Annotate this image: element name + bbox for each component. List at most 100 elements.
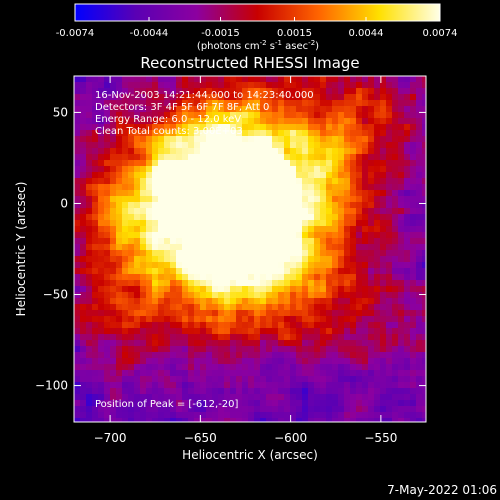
heatmap-cell [248,178,254,184]
heatmap-cell [182,82,188,88]
heatmap-cell [290,298,296,304]
heatmap-cell [206,298,212,304]
heatmap-cell [356,166,362,172]
heatmap-cell [158,82,164,88]
heatmap-cell [278,304,284,310]
heatmap-cell [398,358,404,364]
heatmap-cell [128,280,134,286]
heatmap-cell [308,310,314,316]
heatmap-cell [170,262,176,268]
heatmap-cell [128,154,134,160]
heatmap-cell [248,298,254,304]
heatmap-cell [254,166,260,172]
heatmap-cell [356,250,362,256]
heatmap-cell [314,148,320,154]
heatmap-cell [80,232,86,238]
heatmap-cell [176,208,182,214]
heatmap-cell [350,310,356,316]
heatmap-cell [284,298,290,304]
heatmap-cell [380,154,386,160]
heatmap-cell [122,100,128,106]
heatmap-cell [224,238,230,244]
heatmap-cell [386,202,392,208]
heatmap-cell [230,226,236,232]
heatmap-cell [110,346,116,352]
heatmap-cell [92,268,98,274]
heatmap-cell [356,244,362,250]
heatmap-cell [350,304,356,310]
heatmap-cell [236,118,242,124]
heatmap-cell [122,352,128,358]
heatmap-cell [296,298,302,304]
heatmap-cell [278,166,284,172]
heatmap-cell [254,322,260,328]
heatmap-cell [410,166,416,172]
heatmap-cell [116,352,122,358]
heatmap-cell [170,352,176,358]
heatmap-cell [284,220,290,226]
heatmap-cell [332,394,338,400]
heatmap-cell [356,100,362,106]
heatmap-cell [122,232,128,238]
heatmap-cell [74,166,80,172]
heatmap-cell [110,166,116,172]
heatmap-cell [164,232,170,238]
heatmap-cell [290,376,296,382]
heatmap-cell [260,340,266,346]
heatmap-cell [344,208,350,214]
heatmap-cell [134,388,140,394]
heatmap-cell [242,262,248,268]
heatmap-cell [386,358,392,364]
heatmap-cell [374,244,380,250]
heatmap-cell [320,112,326,118]
heatmap-cell [398,304,404,310]
heatmap-cell [398,400,404,406]
heatmap-cell [362,334,368,340]
heatmap-cell [164,382,170,388]
heatmap-cell [146,214,152,220]
heatmap-cell [242,94,248,100]
heatmap-cell [308,82,314,88]
heatmap-cell [164,352,170,358]
heatmap-cell [404,136,410,142]
heatmap-cell [416,106,422,112]
heatmap-cell [290,310,296,316]
plot-area: −700 −650 −600 −550 500−50−100 [35,75,427,445]
heatmap-cell [344,214,350,220]
heatmap-cell [386,160,392,166]
heatmap-cell [380,100,386,106]
heatmap-cell [188,268,194,274]
heatmap-cell [284,280,290,286]
heatmap-cell [326,304,332,310]
heatmap-cell [224,130,230,136]
heatmap-cell [218,262,224,268]
heatmap-cell [104,94,110,100]
heatmap-cell [416,280,422,286]
heatmap-cell [338,352,344,358]
heatmap-cell [188,256,194,262]
heatmap-cell [368,418,374,422]
heatmap-cell [242,238,248,244]
heatmap-cell [272,184,278,190]
heatmap-cell [110,400,116,406]
heatmap-cell [362,94,368,100]
heatmap-cell [326,370,332,376]
heatmap-cell [320,82,326,88]
heatmap-cell [110,118,116,124]
heatmap-cell [356,178,362,184]
heatmap-cell [224,118,230,124]
heatmap-cell [212,178,218,184]
heatmap-cell [272,262,278,268]
heatmap-cell [170,256,176,262]
heatmap-cell [194,280,200,286]
heatmap-cell [332,250,338,256]
heatmap-cell [152,352,158,358]
heatmap-cell [272,202,278,208]
heatmap-cell [266,292,272,298]
heatmap-cell [92,418,98,422]
colorbar-unit-label: (photons cm-2 s-1 asec-2) [197,39,319,52]
heatmap-cell [236,202,242,208]
heatmap-cell [80,256,86,262]
heatmap-cell [128,202,134,208]
heatmap-cell [104,208,110,214]
